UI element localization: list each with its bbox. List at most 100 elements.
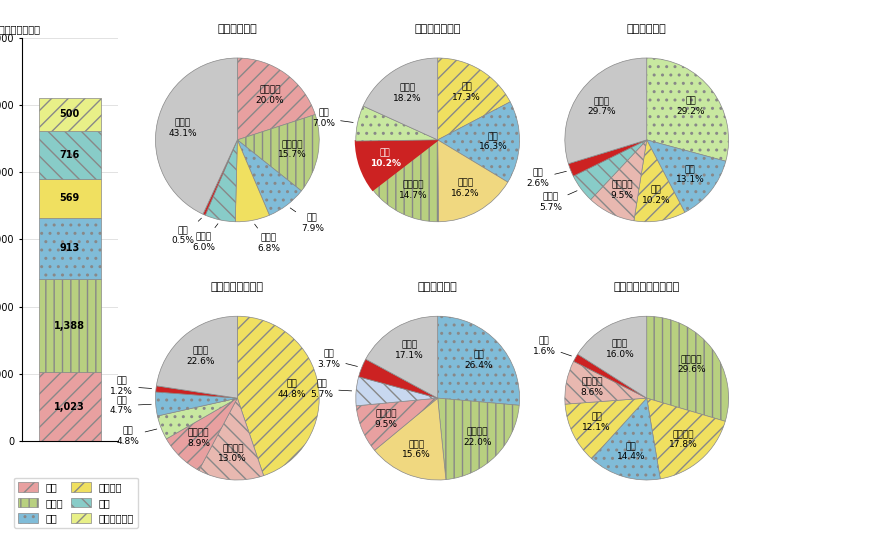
Text: 日本
1.2%: 日本 1.2%: [111, 377, 152, 396]
Wedge shape: [359, 359, 437, 398]
Text: イタリア
9.5%: イタリア 9.5%: [611, 180, 634, 200]
Wedge shape: [565, 362, 646, 404]
Text: 中国
17.3%: 中国 17.3%: [452, 82, 481, 102]
Text: 913: 913: [59, 243, 80, 253]
Text: フランス
9.5%: フランス 9.5%: [375, 410, 398, 429]
Text: 日本
2.6%: 日本 2.6%: [526, 169, 566, 188]
Wedge shape: [646, 58, 728, 161]
Wedge shape: [591, 140, 646, 221]
Wedge shape: [574, 354, 646, 398]
Wedge shape: [156, 386, 237, 398]
Text: 中国
44.8%: 中国 44.8%: [278, 379, 307, 399]
Wedge shape: [437, 140, 508, 222]
Text: 中国
12.1%: 中国 12.1%: [583, 413, 611, 432]
Wedge shape: [237, 58, 315, 140]
Text: 米国
4.7%: 米国 4.7%: [110, 396, 152, 415]
Bar: [38, 217, 101, 279]
Wedge shape: [373, 140, 438, 222]
Text: ブラジル
17.8%: ブラジル 17.8%: [669, 430, 698, 449]
Text: 569: 569: [59, 194, 80, 203]
Bar: [38, 97, 101, 131]
Text: その他
18.2%: その他 18.2%: [393, 83, 422, 103]
Text: フランス
8.9%: フランス 8.9%: [187, 428, 210, 448]
Wedge shape: [355, 377, 437, 406]
Text: 米国
13.1%: 米国 13.1%: [676, 165, 705, 185]
Wedge shape: [156, 58, 238, 214]
Title: 【中東市場】: 【中東市場】: [627, 24, 666, 34]
Text: ドイツ
6.8%: ドイツ 6.8%: [254, 224, 280, 252]
Text: フランス
20.0%: フランス 20.0%: [256, 85, 285, 104]
Wedge shape: [437, 398, 519, 479]
Wedge shape: [363, 58, 438, 140]
Legend: 欧州, アジア, 中東, アフリカ, 北米, 南米・カリブ: 欧州, アジア, 中東, アフリカ, 北米, 南米・カリブ: [14, 478, 138, 528]
Wedge shape: [646, 398, 726, 479]
Text: その他
16.0%: その他 16.0%: [605, 339, 634, 359]
Bar: [38, 131, 101, 179]
Text: 500: 500: [59, 109, 80, 119]
Text: その他
29.7%: その他 29.7%: [588, 97, 617, 116]
Wedge shape: [237, 140, 301, 215]
Text: 米国
16.3%: 米国 16.3%: [479, 132, 508, 151]
Text: その他
22.6%: その他 22.6%: [186, 346, 215, 366]
Text: 中国
10.2%: 中国 10.2%: [641, 185, 670, 204]
Wedge shape: [203, 140, 237, 215]
Text: 米国
26.4%: 米国 26.4%: [464, 351, 493, 370]
Wedge shape: [591, 398, 660, 480]
Text: 716: 716: [59, 150, 80, 160]
Wedge shape: [356, 140, 437, 190]
Text: 日本
3.7%: 日本 3.7%: [317, 350, 357, 369]
Wedge shape: [646, 140, 726, 213]
Text: その他
43.1%: その他 43.1%: [169, 118, 198, 138]
Text: その他
17.1%: その他 17.1%: [395, 341, 423, 360]
Text: 日本
10.2%: 日本 10.2%: [369, 148, 401, 168]
Bar: [38, 372, 101, 441]
Bar: [38, 179, 101, 217]
Text: 韓国
4.8%: 韓国 4.8%: [117, 427, 157, 446]
Wedge shape: [156, 392, 237, 416]
Text: ドイツ
16.2%: ドイツ 16.2%: [451, 179, 480, 198]
Wedge shape: [437, 102, 520, 182]
Wedge shape: [158, 398, 237, 439]
Text: スペイン
15.7%: スペイン 15.7%: [278, 140, 307, 159]
Text: 【地域別受注額】: 【地域別受注額】: [0, 24, 40, 34]
Wedge shape: [237, 115, 319, 191]
Text: スペイン
29.6%: スペイン 29.6%: [677, 355, 706, 374]
Title: 【北米市場】: 【北米市場】: [418, 282, 457, 292]
Text: 米国
7.9%: 米国 7.9%: [290, 208, 324, 233]
Wedge shape: [437, 316, 519, 405]
Wedge shape: [366, 316, 438, 398]
Wedge shape: [565, 398, 646, 459]
Text: イタリア
8.6%: イタリア 8.6%: [581, 378, 604, 397]
Wedge shape: [356, 106, 437, 141]
Text: トルコ
6.0%: トルコ 6.0%: [192, 224, 218, 252]
Wedge shape: [235, 140, 269, 222]
Wedge shape: [569, 140, 646, 176]
Wedge shape: [577, 316, 647, 398]
Wedge shape: [375, 398, 446, 480]
Wedge shape: [634, 140, 685, 222]
Bar: [38, 279, 101, 372]
Title: 【アフリカ市場】: 【アフリカ市場】: [211, 282, 264, 292]
Title: 【欧州市場】: 【欧州市場】: [218, 24, 257, 34]
Wedge shape: [166, 398, 237, 470]
Text: ドイツ
15.6%: ドイツ 15.6%: [402, 440, 431, 459]
Text: スペイン
22.0%: スペイン 22.0%: [463, 428, 491, 447]
Wedge shape: [646, 316, 728, 421]
Wedge shape: [157, 316, 238, 398]
Text: 日本
0.5%: 日本 0.5%: [172, 218, 201, 245]
Text: 1,388: 1,388: [54, 321, 85, 331]
Wedge shape: [206, 140, 237, 222]
Text: スペイン
14.7%: スペイン 14.7%: [399, 180, 428, 200]
Text: 英国
5.7%: 英国 5.7%: [310, 379, 352, 399]
Title: 【アジア市場】: 【アジア市場】: [415, 24, 461, 34]
Text: 日本
1.6%: 日本 1.6%: [532, 337, 571, 356]
Wedge shape: [437, 58, 510, 140]
Text: 1,023: 1,023: [54, 402, 85, 412]
Title: 【南米・カリブ市場】: 【南米・カリブ市場】: [613, 282, 680, 292]
Wedge shape: [199, 398, 264, 480]
Wedge shape: [573, 140, 646, 200]
Text: トルコ
5.7%: トルコ 5.7%: [539, 191, 577, 212]
Wedge shape: [565, 58, 647, 164]
Text: 韓国
29.2%: 韓国 29.2%: [677, 96, 706, 116]
Text: 韓国
7.0%: 韓国 7.0%: [312, 109, 353, 128]
